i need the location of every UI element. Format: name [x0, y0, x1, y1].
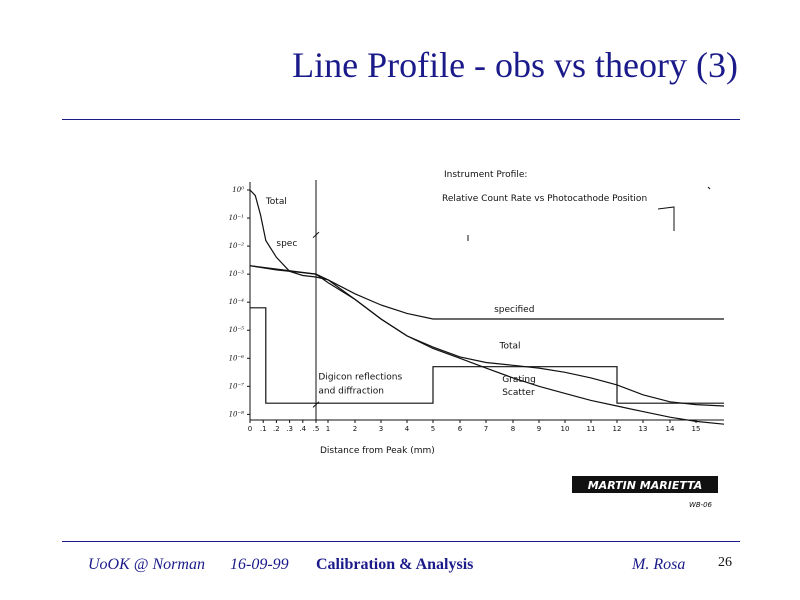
x-tick-label: 3: [379, 425, 383, 433]
y-tick-label: 10⁻⁶: [229, 354, 245, 362]
logo-text: MARTIN MARIETTA: [588, 479, 703, 492]
instrument-profile-chart: 10⁰ 10⁻¹ 10⁻² 10⁻³ 10⁻⁴ 10⁻⁵ 10⁻⁶ 10⁻⁷ 10⁻⁸ 0 .1 .2…: [218, 155, 740, 520]
y-tick-label: 10⁻³: [229, 270, 245, 278]
footer-topic: Calibration & Analysis: [316, 556, 474, 573]
chart-annotation: Total: [265, 197, 287, 207]
x-tick-label: .2: [273, 425, 280, 433]
y-tick-label: 10⁻²: [229, 242, 245, 250]
chart-annotation: Grating: [502, 375, 536, 385]
x-tick-label: 11: [587, 425, 596, 433]
logo-code: WB-06: [689, 501, 713, 509]
footer-venue: UoOK @ Norman: [88, 556, 205, 573]
chart-annotation: specified: [494, 305, 534, 315]
scan-speck: [707, 186, 711, 190]
chart-annotation: Digicon reflections: [318, 372, 402, 382]
chart-title: Instrument Profile:: [444, 170, 527, 180]
footer-date: 16-09-99: [230, 556, 289, 573]
x-axis-label: Distance from Peak (mm): [320, 446, 435, 456]
martin-marietta-logo: MARTIN MARIETTA WB-06: [572, 476, 718, 509]
x-tick-label: .3: [286, 425, 293, 433]
corner-bracket-mark: [657, 206, 675, 231]
x-tick-label: 7: [484, 425, 488, 433]
x-tick-label: .4: [299, 425, 306, 433]
chart-annotation: Scatter: [502, 388, 535, 398]
x-tick-label: 9: [537, 425, 541, 433]
x-tick-label: 8: [511, 425, 515, 433]
x-tick-label: 6: [458, 425, 463, 433]
slide-title: Line Profile - obs vs theory (3): [292, 45, 738, 85]
chart-annotation: and diffraction: [318, 386, 384, 396]
series-line-spec: [249, 265, 725, 425]
footer-author: M. Rosa: [632, 556, 686, 573]
y-tick-label: 10⁻⁵: [229, 326, 245, 334]
x-tick-label: 0: [248, 425, 252, 433]
x-tick-label: 4: [405, 425, 410, 433]
x-tick-label: 12: [613, 425, 622, 433]
x-tick-label: 10: [561, 425, 570, 433]
x-tick-label: .5: [313, 425, 320, 433]
y-tick-label: 10⁻⁸: [229, 410, 245, 418]
chart-series: [249, 189, 725, 425]
series-line-digicon-reflections-and-diffraction: [250, 307, 724, 404]
chart-subtitle: Relative Count Rate vs Photocathode Posi…: [442, 194, 647, 204]
y-tick-label: 10⁻¹: [229, 214, 245, 222]
x-tick-label: 15: [692, 425, 701, 433]
chart-annotation: Total: [499, 341, 521, 351]
page-number: 26: [718, 555, 732, 570]
y-tick-label: 10⁰: [232, 186, 244, 194]
x-tick-label: 1: [326, 425, 330, 433]
chart-annotations: Total spec specified Total Digicon reflectio…: [265, 197, 536, 398]
y-tick-label: 10⁻⁴: [229, 298, 245, 306]
title-divider: [62, 119, 740, 120]
series-line-specified: [249, 265, 724, 320]
x-tick-label: 2: [353, 425, 357, 433]
series-line-total: [249, 189, 725, 407]
chart-annotation: spec: [276, 239, 297, 249]
x-tick-label: 14: [666, 425, 675, 433]
chart-canvas: 10⁰ 10⁻¹ 10⁻² 10⁻³ 10⁻⁴ 10⁻⁵ 10⁻⁶ 10⁻⁷ 10⁻⁸0 .1 .2…: [229, 170, 725, 509]
x-tick-label: 13: [639, 425, 648, 433]
chart-axes: 10⁰ 10⁻¹ 10⁻² 10⁻³ 10⁻⁴ 10⁻⁵ 10⁻⁶ 10⁻⁷ 10⁻⁸0 .1 .2…: [229, 180, 724, 433]
footer-divider: [62, 541, 740, 542]
axis-break-mark: [312, 231, 320, 239]
x-tick-label: .1: [260, 425, 267, 433]
x-tick-label: 5: [431, 425, 435, 433]
y-tick-label: 10⁻⁷: [229, 382, 245, 390]
